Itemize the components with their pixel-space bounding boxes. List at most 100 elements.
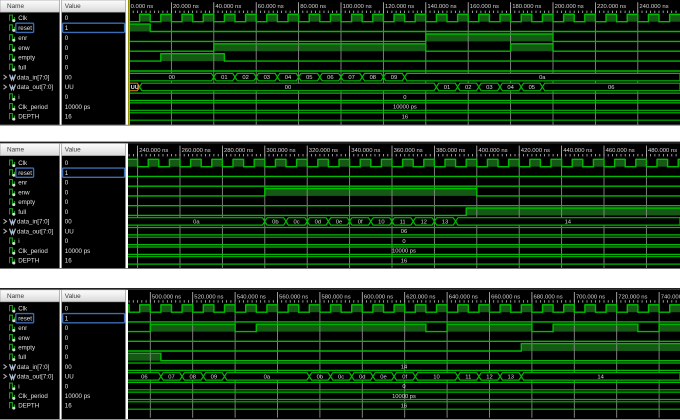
svg-text:DEPTH: DEPTH xyxy=(18,114,39,121)
svg-text:0e: 0e xyxy=(336,219,342,225)
svg-text:00: 00 xyxy=(65,219,72,226)
svg-text:enr: enr xyxy=(18,35,27,42)
svg-text:0: 0 xyxy=(65,15,69,22)
svg-text:06: 06 xyxy=(608,85,614,91)
svg-text:680.000 ns: 680.000 ns xyxy=(534,294,563,300)
svg-text:05: 05 xyxy=(306,75,312,81)
svg-text:data_out[7:0]: data_out[7:0] xyxy=(17,374,53,381)
svg-text:UU: UU xyxy=(65,84,74,91)
svg-text:0: 0 xyxy=(65,345,69,352)
svg-text:140.000 ns: 140.000 ns xyxy=(427,4,456,10)
svg-text:UU: UU xyxy=(65,374,74,381)
svg-text:00: 00 xyxy=(65,74,72,81)
svg-text:0: 0 xyxy=(65,45,69,52)
svg-text:10000 ps: 10000 ps xyxy=(65,104,90,111)
svg-text:08: 08 xyxy=(370,75,376,81)
svg-text:data_in[7:0]: data_in[7:0] xyxy=(17,219,50,226)
svg-text:14: 14 xyxy=(401,365,408,371)
svg-text:0: 0 xyxy=(402,239,405,245)
svg-text:0f: 0f xyxy=(358,219,363,225)
svg-text:16: 16 xyxy=(402,115,408,121)
svg-text:460.000 ns: 460.000 ns xyxy=(606,148,635,154)
svg-text:Value: Value xyxy=(65,147,81,154)
svg-text:200.000 ns: 200.000 ns xyxy=(555,4,584,10)
svg-text:600.000 ns: 600.000 ns xyxy=(364,294,393,300)
svg-text:03: 03 xyxy=(264,75,270,81)
svg-text:00: 00 xyxy=(285,85,291,91)
svg-text:Value: Value xyxy=(65,293,81,300)
svg-text:0d: 0d xyxy=(315,219,321,225)
svg-text:260.000 ns: 260.000 ns xyxy=(182,148,211,154)
svg-text:UU: UU xyxy=(65,228,74,235)
svg-text:0: 0 xyxy=(403,95,406,101)
svg-text:400.000 ns: 400.000 ns xyxy=(478,148,507,154)
svg-text:06: 06 xyxy=(141,374,147,380)
svg-text:i: i xyxy=(18,94,19,101)
svg-text:0: 0 xyxy=(65,354,69,361)
svg-text:180.000 ns: 180.000 ns xyxy=(512,4,541,10)
svg-text:empty: empty xyxy=(18,55,36,62)
svg-text:11: 11 xyxy=(465,374,471,380)
svg-text:14: 14 xyxy=(565,219,572,225)
svg-text:02: 02 xyxy=(242,75,248,81)
svg-text:0: 0 xyxy=(65,325,69,332)
svg-text:0: 0 xyxy=(65,180,69,187)
svg-text:20.000 ns: 20.000 ns xyxy=(173,4,199,10)
svg-text:380.000 ns: 380.000 ns xyxy=(436,148,465,154)
svg-text:660.000 ns: 660.000 ns xyxy=(491,294,520,300)
svg-text:03: 03 xyxy=(486,85,492,91)
svg-text:16: 16 xyxy=(65,403,72,410)
svg-text:0: 0 xyxy=(65,209,69,216)
svg-text:480.000 ns: 480.000 ns xyxy=(648,148,677,154)
svg-text:740.000 ns: 740.000 ns xyxy=(661,294,680,300)
svg-text:i: i xyxy=(18,383,19,390)
svg-text:10000 ps: 10000 ps xyxy=(65,248,90,255)
svg-text:01: 01 xyxy=(221,75,227,81)
svg-text:0c: 0c xyxy=(338,374,344,380)
svg-text:09: 09 xyxy=(211,374,217,380)
svg-text:0f: 0f xyxy=(402,374,407,380)
svg-text:Name: Name xyxy=(7,293,24,300)
svg-text:0: 0 xyxy=(402,384,405,390)
svg-text:360.000 ns: 360.000 ns xyxy=(394,148,423,154)
svg-text:16: 16 xyxy=(65,258,72,265)
svg-text:Value: Value xyxy=(65,3,81,10)
svg-text:Clk: Clk xyxy=(18,15,28,22)
svg-text:Clk: Clk xyxy=(18,306,28,313)
svg-text:05: 05 xyxy=(529,85,535,91)
svg-text:Clk_period: Clk_period xyxy=(18,393,48,400)
svg-text:full: full xyxy=(18,354,26,361)
svg-text:reset: reset xyxy=(18,315,32,322)
svg-text:10: 10 xyxy=(378,219,384,225)
svg-text:500.000 ns: 500.000 ns xyxy=(152,294,181,300)
svg-text:240.000 ns: 240.000 ns xyxy=(639,4,668,10)
svg-text:0: 0 xyxy=(65,238,69,245)
svg-text:10000 ps: 10000 ps xyxy=(65,393,90,400)
svg-text:16: 16 xyxy=(401,258,407,264)
svg-text:10000 ps: 10000 ps xyxy=(392,394,416,400)
svg-text:09: 09 xyxy=(391,75,397,81)
svg-text:0b: 0b xyxy=(272,219,278,225)
svg-text:enw: enw xyxy=(18,189,30,196)
svg-text:Name: Name xyxy=(7,3,24,10)
svg-text:240.000 ns: 240.000 ns xyxy=(139,148,168,154)
svg-text:0.000 ns: 0.000 ns xyxy=(131,4,154,10)
svg-text:full: full xyxy=(18,209,26,216)
svg-text:06: 06 xyxy=(327,75,333,81)
svg-text:enr: enr xyxy=(18,325,27,332)
svg-text:enr: enr xyxy=(18,180,27,187)
svg-text:0: 0 xyxy=(65,94,69,101)
svg-text:04: 04 xyxy=(507,85,514,91)
svg-text:08: 08 xyxy=(189,374,195,380)
svg-text:Clk_period: Clk_period xyxy=(18,104,48,111)
svg-text:07: 07 xyxy=(168,374,174,380)
svg-text:10000 ps: 10000 ps xyxy=(392,249,416,255)
svg-text:0: 0 xyxy=(65,199,69,206)
svg-text:0a: 0a xyxy=(193,219,200,225)
svg-text:0: 0 xyxy=(65,189,69,196)
svg-text:DEPTH: DEPTH xyxy=(18,403,39,410)
svg-text:data_in[7:0]: data_in[7:0] xyxy=(17,74,50,81)
svg-text:620.000 ns: 620.000 ns xyxy=(406,294,435,300)
svg-text:i: i xyxy=(18,238,19,245)
svg-text:420.000 ns: 420.000 ns xyxy=(521,148,550,154)
